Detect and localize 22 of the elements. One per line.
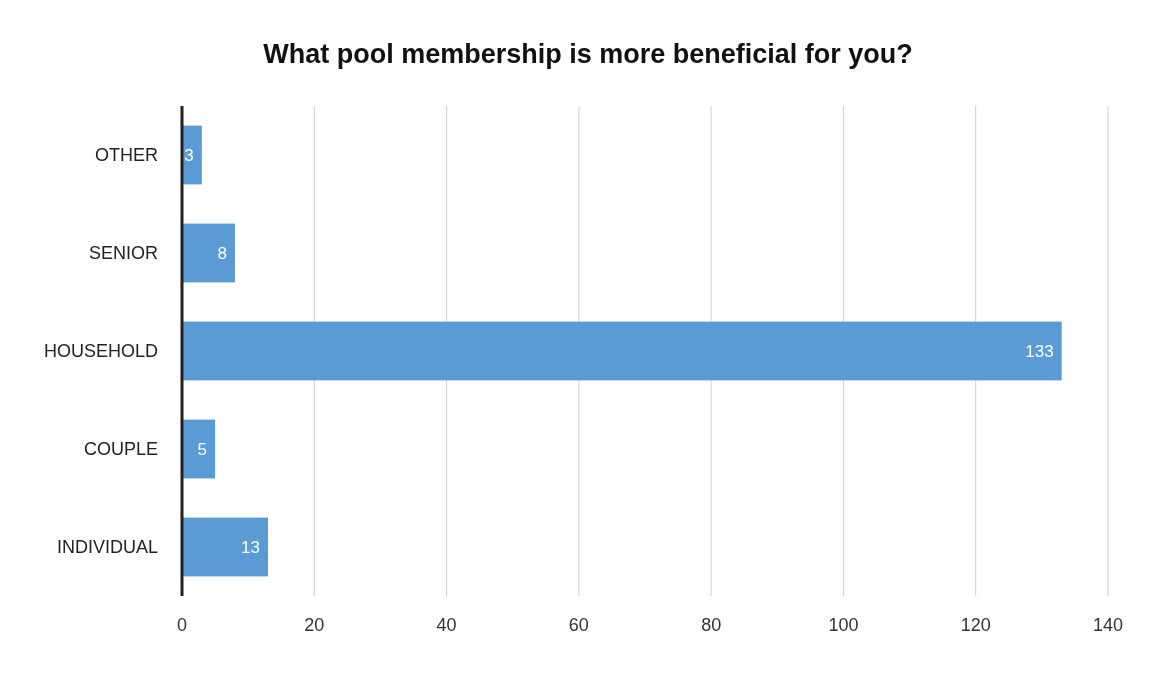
data-label: 3 bbox=[184, 145, 194, 165]
chart-title: What pool membership is more beneficial for you? bbox=[263, 39, 913, 69]
data-label: 5 bbox=[197, 439, 208, 459]
data-label: 8 bbox=[217, 243, 227, 263]
x-tick-label: 60 bbox=[568, 615, 589, 635]
data-label: 133 bbox=[1025, 341, 1054, 361]
x-tick-label: 100 bbox=[828, 615, 859, 635]
y-tick-label: HOUSEHOLD bbox=[43, 341, 158, 362]
bar bbox=[182, 223, 235, 283]
x-tick-label: 140 bbox=[1092, 615, 1124, 635]
y-tick-label: SENIOR bbox=[88, 243, 158, 264]
x-tick-label: 80 bbox=[701, 615, 722, 635]
data-label: 13 bbox=[241, 537, 260, 557]
y-tick-label: OTHER bbox=[95, 145, 158, 166]
bar bbox=[182, 321, 1062, 381]
bar bbox=[182, 517, 268, 577]
y-tick-label: COUPLE bbox=[83, 439, 158, 460]
x-tick-label: 20 bbox=[304, 615, 325, 635]
x-tick-label: 40 bbox=[436, 615, 457, 635]
x-tick-label: 0 bbox=[176, 615, 188, 635]
y-tick-label: INDIVIDUAL bbox=[56, 537, 158, 558]
x-tick-label: 120 bbox=[960, 615, 991, 635]
